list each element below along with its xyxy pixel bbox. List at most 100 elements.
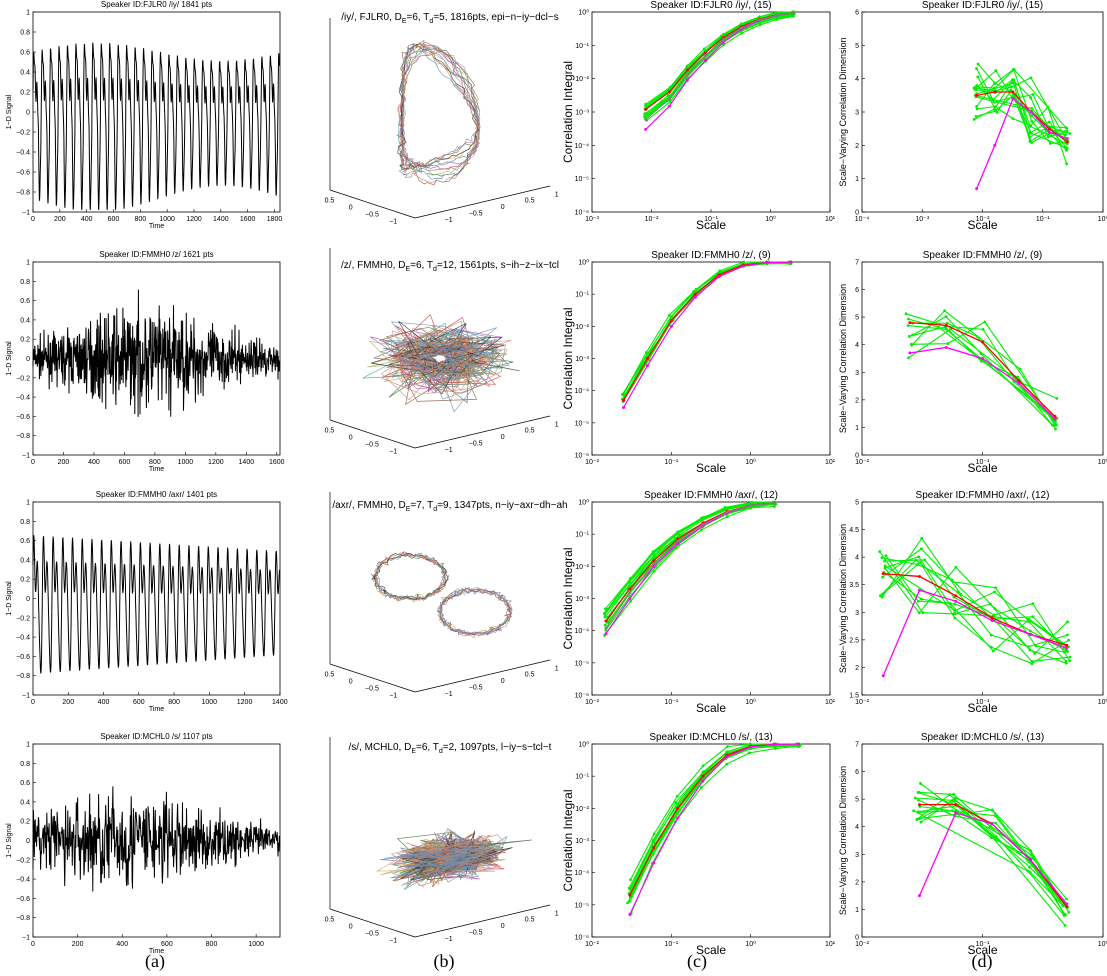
- ensemble-point: [1030, 660, 1034, 663]
- ensemble-point: [674, 800, 677, 804]
- ensemble-point: [652, 554, 656, 558]
- ensemble-point: [628, 899, 632, 903]
- y-tick-label: 10⁻⁶: [575, 453, 589, 460]
- title-part: /s/, MCHL0, D: [349, 742, 412, 753]
- ensemble-point: [775, 18, 779, 21]
- trajectory-segment: [398, 46, 478, 178]
- y-axis-label: Scale−Varying Correlation Dimension: [838, 766, 848, 915]
- ensemble-point: [1028, 140, 1032, 143]
- ensemble-point: [1048, 142, 1052, 145]
- ensemble-point: [975, 67, 978, 70]
- ensemble-point: [1068, 659, 1072, 663]
- summary-series-line: [918, 812, 1068, 905]
- y-tick-label: 10⁻⁶: [575, 210, 589, 217]
- ensemble-point: [920, 597, 923, 601]
- summary-point: [644, 107, 648, 111]
- y-tick-label: 0: [26, 596, 30, 603]
- summary-point: [652, 846, 656, 850]
- y-tick-label: 7: [855, 742, 859, 749]
- ensemble-point: [1010, 85, 1013, 89]
- x-axis-label: Scale: [696, 943, 726, 957]
- ensemble-point: [644, 350, 648, 354]
- ensemble-series-line: [630, 745, 800, 914]
- ensemble-point: [943, 309, 947, 313]
- axis-left: [329, 663, 416, 693]
- ensemble-point: [676, 530, 680, 534]
- axis-right: [414, 185, 551, 219]
- trajectory-segment: [400, 43, 480, 172]
- ensemble-point: [917, 555, 921, 559]
- ensemble-series-line: [976, 68, 1067, 151]
- ensemble-point: [1028, 629, 1032, 633]
- y-tick-label: 10⁰: [578, 9, 589, 17]
- ensemble-series-line: [606, 503, 774, 622]
- ensemble-point: [1047, 120, 1051, 124]
- ensemble-point: [700, 518, 704, 522]
- ensemble-point: [1065, 633, 1069, 637]
- ensemble-point: [701, 764, 705, 768]
- ensemble-point: [1064, 661, 1068, 665]
- ensemble-series-line: [881, 557, 1067, 652]
- x-tick-label: 800: [168, 699, 180, 706]
- ensemble-point: [951, 798, 954, 802]
- x-axis-label: Scale: [696, 218, 726, 232]
- panel-title: /s/, MCHL0, DE=6, Td=2, 1097pts, l−iy−s−…: [349, 742, 552, 755]
- x-tick-label: 1000: [248, 941, 264, 948]
- ensemble-series-line: [882, 548, 1065, 653]
- x-tick-label: 1200: [208, 459, 224, 466]
- axis-tick-label: 1: [555, 910, 559, 917]
- signal-panel-a4: −1 −0.8 −0.6 −0.4 −0.2 0 0.2 0.4 0.6 0.8 1 0 200 400 6…: [6, 732, 281, 955]
- summary-series-line: [629, 743, 799, 896]
- x-tick-label: 10⁻³: [915, 216, 929, 223]
- summary-point: [604, 626, 608, 630]
- ensemble-point: [991, 649, 995, 653]
- x-tick-label: 1400: [272, 699, 288, 706]
- summary-point: [628, 913, 632, 917]
- x-tick-label: 400: [88, 459, 100, 466]
- x-axis-label: Time: [149, 948, 164, 955]
- ensemble-point: [975, 334, 979, 338]
- ensemble-point: [918, 560, 922, 564]
- ensemble-series-line: [885, 555, 1069, 652]
- ensemble-point: [1029, 853, 1033, 857]
- ensemble-series-line: [604, 503, 775, 636]
- x-axis-label: Time: [149, 223, 164, 230]
- summary-point: [701, 779, 705, 783]
- ensemble-point: [1028, 849, 1032, 852]
- correlation-panel-c3: 10⁻² 10⁻¹ 10⁰ 10¹ 10⁻⁶ 10⁻⁵ 10⁻⁴ 10⁻³ 10⁻² 10⁻¹ 10…: [561, 490, 836, 715]
- title-part: =6, T: [410, 260, 433, 271]
- x-tick-label: 10⁰: [1098, 458, 1107, 466]
- summary-point: [1028, 632, 1032, 636]
- ensemble-point: [629, 599, 633, 603]
- ensemble-point: [668, 100, 672, 104]
- ensemble-series-line: [604, 502, 775, 615]
- panel-caption-a: (a): [145, 951, 165, 972]
- ensemble-point: [945, 321, 949, 325]
- ensemble-series-line: [976, 68, 1068, 129]
- ensemble-point: [669, 315, 673, 319]
- ensemble-point: [725, 750, 729, 754]
- ensemble-point: [718, 269, 722, 273]
- ensemble-point: [919, 547, 923, 551]
- ensemble-series-line: [622, 262, 790, 402]
- ensemble-point: [722, 43, 725, 47]
- x-tick-label: 10⁻¹: [664, 699, 678, 706]
- ensemble-point: [1028, 870, 1032, 874]
- y-tick-label: 10⁻¹: [575, 532, 589, 539]
- panel-caption-c: (c): [687, 951, 707, 972]
- summary-point: [749, 503, 753, 507]
- x-tick-label: 10⁻³: [585, 216, 599, 223]
- x-tick-label: 10⁻¹: [664, 941, 678, 948]
- panel-title: Speaker ID:FJLR0 /iy/, (15): [922, 0, 1043, 11]
- ensemble-point: [880, 556, 884, 560]
- ensemble-point: [1033, 651, 1037, 655]
- ensemble-series-line: [919, 799, 1065, 904]
- title-part: =12, 1561pts, s−ih−z−ix−tcl: [437, 260, 559, 271]
- summary-point: [622, 398, 626, 402]
- summary-point: [628, 893, 632, 897]
- ensemble-point: [629, 878, 632, 882]
- y-tick-label: 2: [855, 665, 859, 672]
- axis-tick-label: −0.5: [469, 211, 483, 218]
- y-tick-label: 10⁻⁴: [575, 388, 590, 395]
